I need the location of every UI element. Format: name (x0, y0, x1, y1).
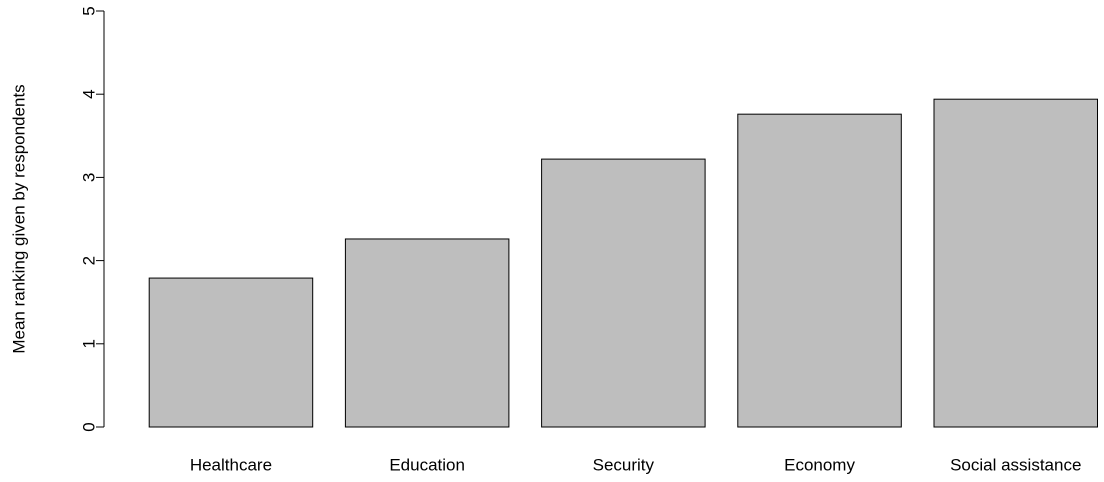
x-tick-label: Economy (784, 455, 855, 474)
bar (148, 277, 314, 428)
y-tick-label: 1 (79, 339, 98, 348)
bar (737, 113, 902, 428)
y-tick-label: 0 (79, 422, 98, 431)
y-tick-label: 5 (79, 6, 98, 15)
y-axis-label: Mean ranking given by respondents (9, 84, 28, 353)
y-tick-label: 3 (79, 173, 98, 182)
x-tick-label: Social assistance (950, 455, 1081, 474)
bar (344, 238, 510, 428)
x-tick-label: Education (389, 455, 465, 474)
y-tick-label: 2 (79, 256, 98, 265)
bar (933, 98, 1098, 428)
x-tick-label: Security (593, 455, 655, 474)
bar (541, 158, 706, 428)
y-tick-label: 4 (79, 89, 98, 98)
x-tick-label: Healthcare (190, 455, 272, 474)
